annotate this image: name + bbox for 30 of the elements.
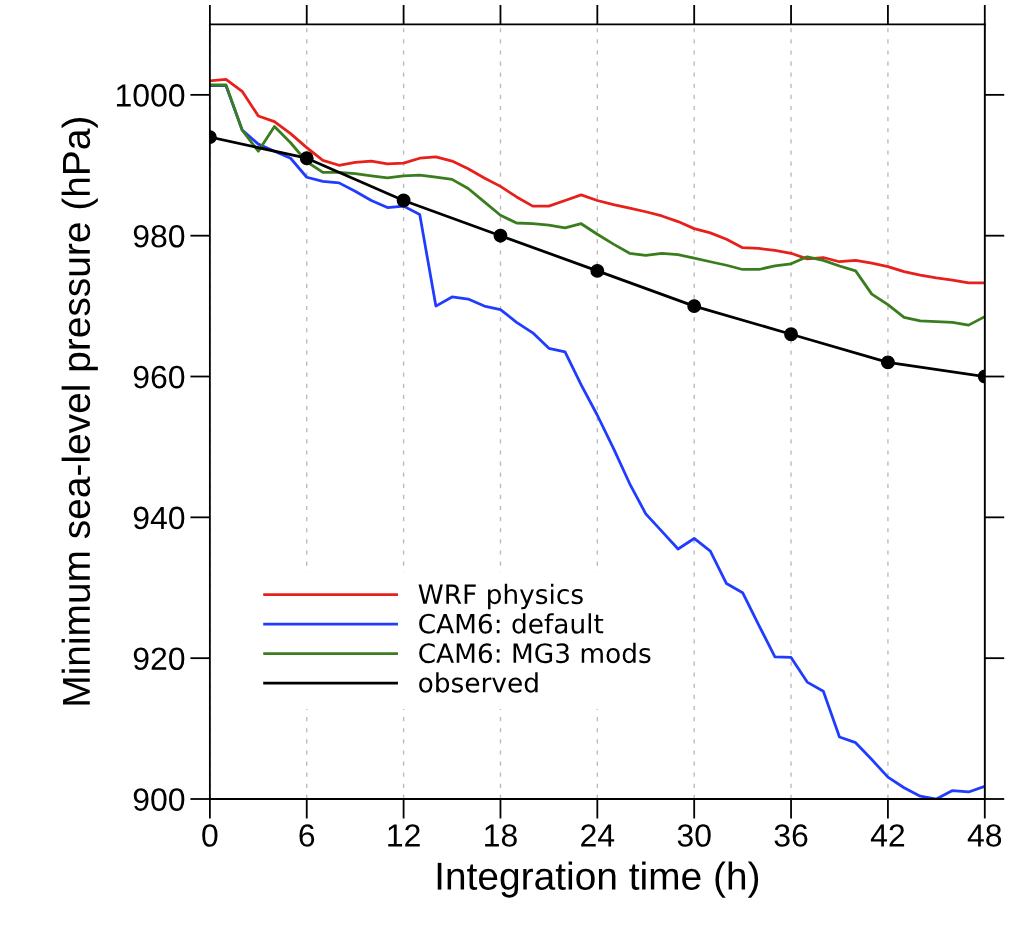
y-tick-label: 920 xyxy=(133,647,185,671)
x-tick-label: 0 xyxy=(202,824,218,847)
x-tick-label: 30 xyxy=(677,824,711,847)
y-axis-title: Minimum sea-level pressure (hPa) xyxy=(61,118,98,705)
x-tick-label: 6 xyxy=(299,824,315,847)
x-tick-label: 18 xyxy=(485,824,517,847)
legend-label: WRF physics xyxy=(418,583,583,610)
point xyxy=(493,228,508,243)
y-tick-label: 1000 xyxy=(116,84,185,107)
point xyxy=(687,299,702,314)
point xyxy=(299,151,314,166)
x-axis-title: Integration time (h) xyxy=(437,861,759,898)
x-tick-label: 36 xyxy=(774,824,808,847)
x-tick-label: 48 xyxy=(967,824,1002,847)
legend-label: observed xyxy=(419,672,538,693)
point xyxy=(590,263,605,278)
line-series xyxy=(209,83,985,327)
y-tick-label: 940 xyxy=(133,506,185,530)
y-tick-label: 900 xyxy=(133,788,185,811)
legend-label: CAM6: default xyxy=(419,613,604,634)
y-tick-label: 980 xyxy=(133,224,185,248)
y-tick-label: 960 xyxy=(133,365,185,389)
point xyxy=(396,193,411,208)
line-series xyxy=(209,77,985,285)
x-tick-label: 12 xyxy=(388,824,420,847)
point xyxy=(784,327,799,342)
legend-label: CAM6: MG3 mods xyxy=(419,642,651,664)
x-tick-label: 42 xyxy=(870,824,905,847)
x-tick-label: 24 xyxy=(581,824,615,847)
point xyxy=(880,355,895,370)
